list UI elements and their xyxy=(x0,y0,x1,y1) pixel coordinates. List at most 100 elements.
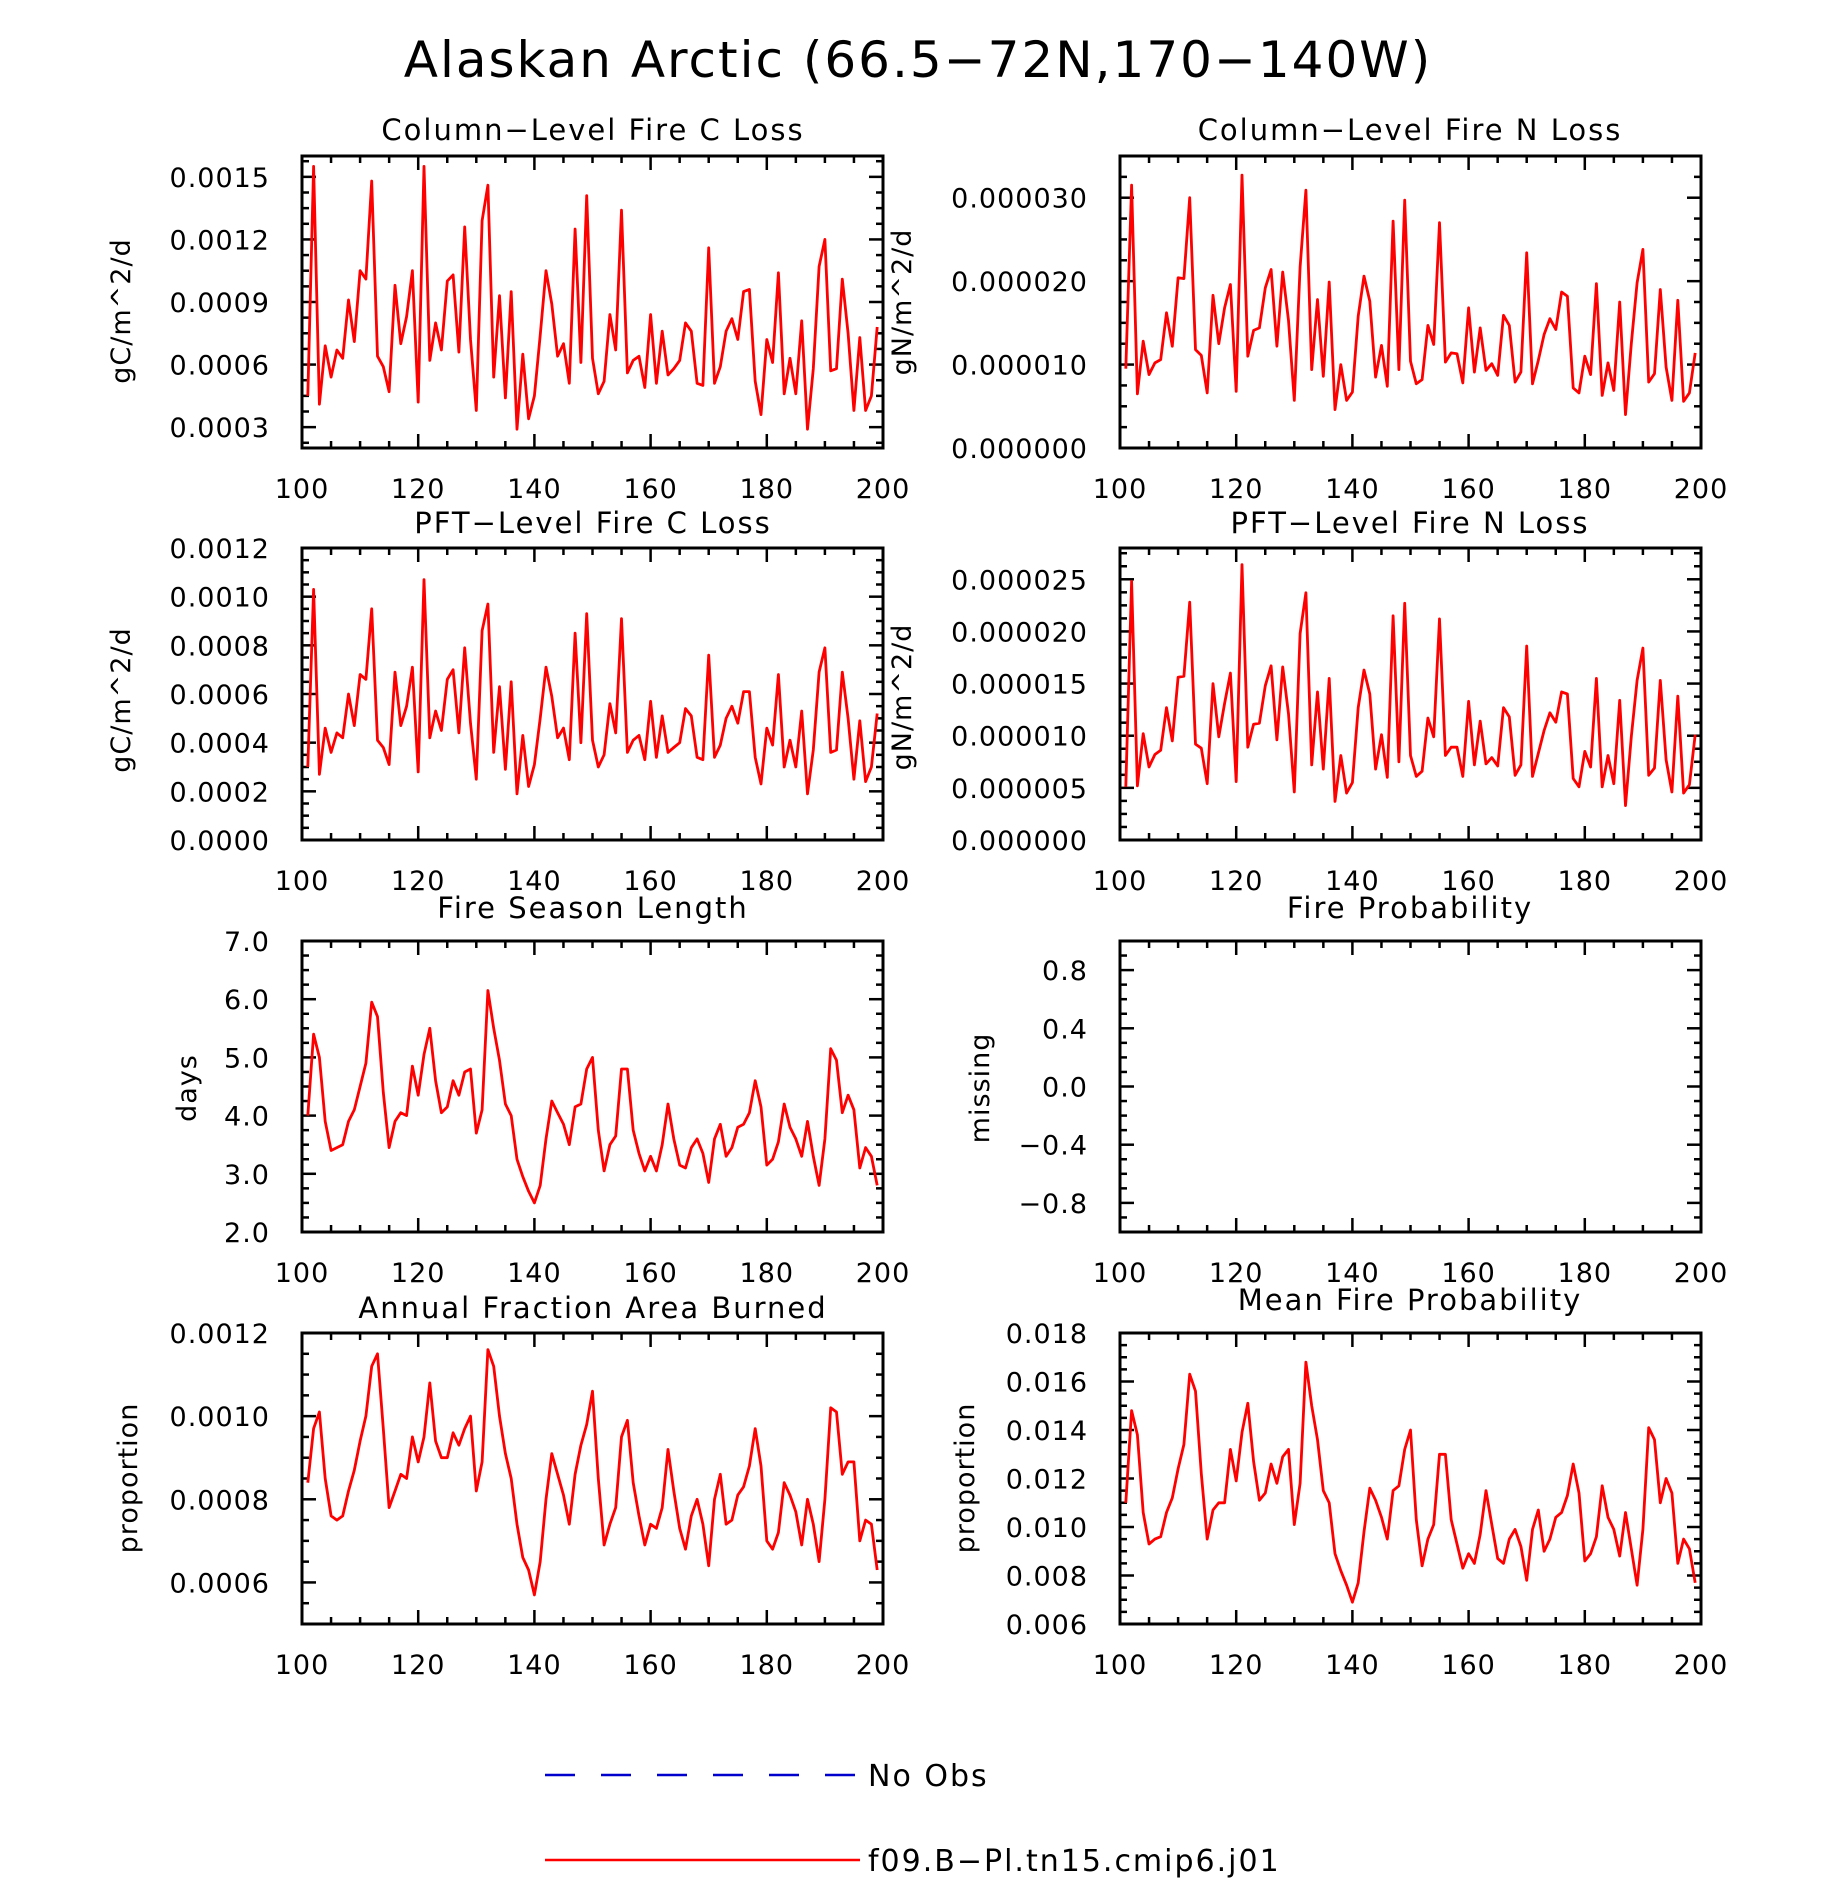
y-tick-label: 0.014 xyxy=(1006,1416,1088,1447)
series-line xyxy=(306,989,879,1205)
series-line xyxy=(1124,563,1697,807)
legend-label-no-obs: No Obs xyxy=(868,1759,989,1794)
y-tick-label: 0.0003 xyxy=(170,413,270,444)
x-tick-label: 100 xyxy=(275,866,330,897)
y-tick-label: 0.000000 xyxy=(951,434,1088,465)
y-tick-label: 4.0 xyxy=(224,1102,270,1133)
y-tick-label: 0.0012 xyxy=(170,534,270,565)
x-tick-label: 120 xyxy=(391,1650,446,1681)
plot-frame xyxy=(1118,546,1703,842)
y-tick-label: 0.4 xyxy=(1042,1014,1088,1045)
x-tick-label: 160 xyxy=(1441,474,1496,505)
plot-area: 100 120 140 160 180 200 2.0 3.0 4.0 5.0 6.0 7.0 xyxy=(224,927,911,1289)
series-line xyxy=(1124,173,1697,417)
panel-title: PFT−Level Fire N Loss xyxy=(1231,506,1590,540)
x-tick-label: 180 xyxy=(740,1258,795,1289)
y-tick-label: 0.006 xyxy=(1006,1610,1088,1641)
panel-title: Fire Season Length xyxy=(437,891,748,925)
y-axis-label: proportion xyxy=(113,1403,144,1554)
y-axis-label: missing xyxy=(965,1033,996,1144)
y-tick-label: 0.000000 xyxy=(951,826,1088,857)
x-tick-label: 180 xyxy=(740,866,795,897)
y-tick-label: 0.0006 xyxy=(170,680,270,711)
plot-area: 100 120 140 160 180 200 0.0006 0.0008 0.0010 0.00… xyxy=(170,1319,910,1681)
panel-pft-fire-c-loss: PFT−Level Fire C Loss gC/m^2/d 100 120 140… xyxy=(106,506,909,897)
y-tick-label: 0.0015 xyxy=(170,163,270,194)
x-tick-label: 180 xyxy=(1558,1650,1613,1681)
y-axis-label: gC/m^2/d xyxy=(106,627,137,772)
y-tick-label: 0.0006 xyxy=(170,351,270,382)
y-tick-label: 0.0 xyxy=(1042,1073,1088,1104)
plot-frame xyxy=(300,939,885,1234)
y-tick-label: 0.000020 xyxy=(951,267,1088,298)
x-tick-label: 100 xyxy=(1093,1258,1148,1289)
y-tick-label: 0.0008 xyxy=(170,631,270,662)
y-tick-label: 0.0002 xyxy=(170,777,270,808)
x-tick-label: 200 xyxy=(1674,474,1729,505)
series-line xyxy=(306,164,879,431)
x-tick-label: 140 xyxy=(1325,1650,1380,1681)
y-tick-label: 0.000020 xyxy=(951,617,1088,648)
plot-area: 100 120 140 160 180 200 0.0003 0.0006 0.0009 0.00… xyxy=(170,154,911,505)
x-tick-label: 160 xyxy=(1441,866,1496,897)
y-tick-label: 0.000030 xyxy=(951,184,1088,215)
panel-column-fire-n-loss: Column−Level Fire N Loss gN/m^2/d 100 120… xyxy=(887,113,1729,505)
y-tick-label: 0.000025 xyxy=(951,565,1088,596)
x-tick-label: 120 xyxy=(1209,474,1264,505)
y-tick-label: 0.0012 xyxy=(170,225,270,256)
y-tick-label: 6.0 xyxy=(224,985,270,1016)
panel-title: PFT−Level Fire C Loss xyxy=(414,506,772,540)
y-tick-label: 2.0 xyxy=(224,1218,270,1249)
x-tick-label: 120 xyxy=(391,1258,446,1289)
y-axis-label: days xyxy=(172,1054,203,1122)
x-tick-label: 100 xyxy=(275,1650,330,1681)
x-tick-label: 160 xyxy=(623,1650,678,1681)
y-tick-label: 0.000010 xyxy=(951,351,1088,382)
x-tick-label: 160 xyxy=(1441,1650,1496,1681)
x-tick-label: 180 xyxy=(740,1650,795,1681)
panel-pft-fire-n-loss: PFT−Level Fire N Loss gN/m^2/d 100 120 140… xyxy=(887,506,1729,897)
y-axis-label: gC/m^2/d xyxy=(106,238,137,383)
plot-frame xyxy=(1118,154,1703,450)
plot-area: 100 120 140 160 180 200 0.000000 0.000005 0.0000… xyxy=(951,546,1729,897)
x-tick-label: 140 xyxy=(507,1650,562,1681)
x-tick-label: 160 xyxy=(1441,1258,1496,1289)
y-tick-label: 0.8 xyxy=(1042,956,1088,987)
y-tick-label: 0.0008 xyxy=(170,1485,270,1516)
panel-fire-probability: Fire Probability missing 100 120 140 160 180… xyxy=(965,891,1729,1289)
x-tick-label: 200 xyxy=(1674,1258,1729,1289)
x-tick-label: 180 xyxy=(1558,1258,1613,1289)
x-tick-label: 100 xyxy=(1093,1650,1148,1681)
panel-title: Annual Fraction Area Burned xyxy=(358,1291,827,1325)
x-tick-label: 100 xyxy=(275,474,330,505)
panel-column-fire-c-loss: Column−Level Fire C Loss gC/m^2/d 100 120… xyxy=(106,113,911,505)
y-tick-label: 0.0000 xyxy=(170,826,270,857)
x-tick-label: 120 xyxy=(391,474,446,505)
panel-annual-fraction-area-burned: Annual Fraction Area Burned proportion 1… xyxy=(113,1291,910,1681)
y-tick-label: 0.0010 xyxy=(170,583,270,614)
x-tick-label: 120 xyxy=(1209,1258,1264,1289)
plot-area: 100 120 140 160 180 200 0.000000 0.000010 0.0000… xyxy=(951,154,1729,505)
figure-title: Alaskan Arctic (66.5−72N,170−140W) xyxy=(404,31,1432,89)
y-tick-label: 0.0004 xyxy=(170,729,270,760)
plot-frame xyxy=(1118,1331,1703,1626)
y-tick-label: 0.0009 xyxy=(170,288,270,319)
x-tick-label: 120 xyxy=(1209,1650,1264,1681)
y-tick-label: 0.000010 xyxy=(951,722,1088,753)
y-tick-label: 0.000015 xyxy=(951,670,1088,701)
x-tick-label: 200 xyxy=(856,474,911,505)
x-tick-label: 180 xyxy=(740,474,795,505)
x-tick-label: 200 xyxy=(1674,866,1729,897)
y-tick-label: 7.0 xyxy=(224,927,270,958)
x-tick-label: 200 xyxy=(856,1258,911,1289)
series-line xyxy=(306,578,879,796)
y-tick-label: 0.012 xyxy=(1006,1465,1088,1496)
legend-label-model: f09.B−Pl.tn15.cmip6.j01 xyxy=(868,1844,1281,1878)
y-tick-label: 0.018 xyxy=(1006,1319,1088,1350)
plot-area: 100 120 140 160 180 200 0.006 0.008 0.010 0.012 0.… xyxy=(1006,1319,1728,1681)
plot-frame xyxy=(300,546,885,842)
x-tick-label: 160 xyxy=(623,1258,678,1289)
panel-title: Column−Level Fire N Loss xyxy=(1198,113,1623,147)
x-tick-label: 140 xyxy=(1325,474,1380,505)
x-tick-label: 120 xyxy=(1209,866,1264,897)
